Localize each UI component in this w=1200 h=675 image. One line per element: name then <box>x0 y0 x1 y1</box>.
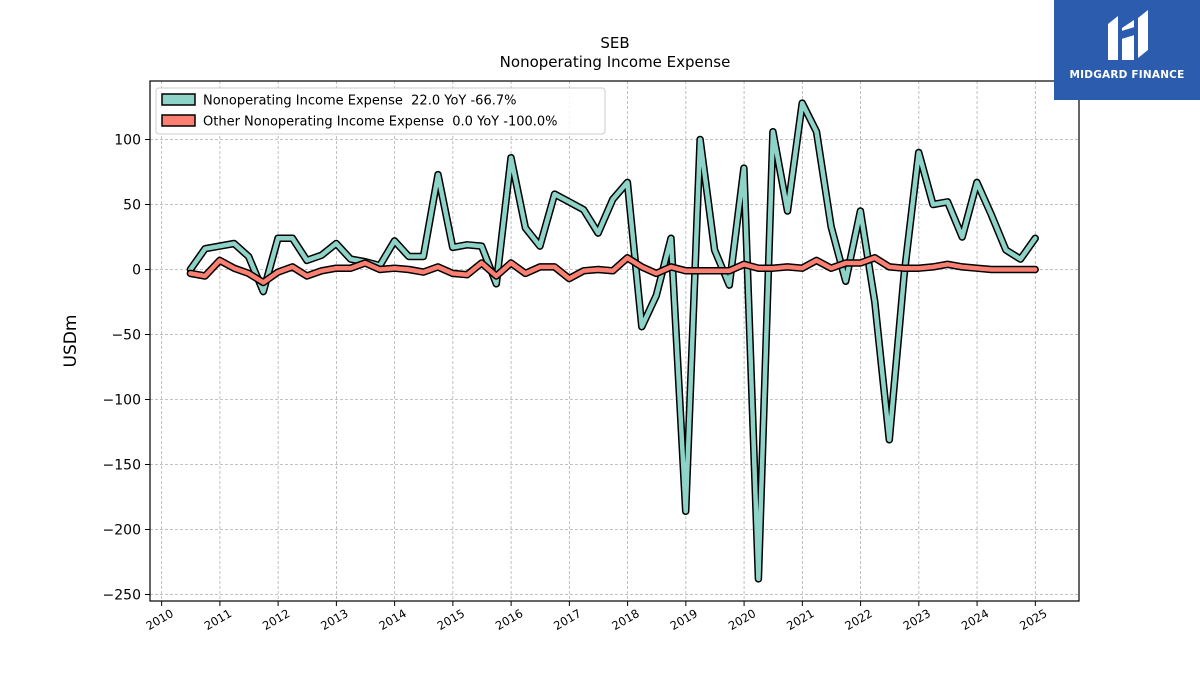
y-tick-label: 0 <box>132 263 141 279</box>
x-tick-label: 2022 <box>842 606 874 633</box>
other-nonoperating-income-expense-line <box>188 255 1038 285</box>
y-tick-label: −150 <box>103 458 141 474</box>
legend-swatch-other <box>161 114 196 127</box>
x-tick-label: 2012 <box>260 606 292 633</box>
grid <box>150 81 1079 601</box>
x-tick-label: 2013 <box>318 606 350 633</box>
legend-swatch-nonoperating <box>161 93 196 106</box>
x-tick-label: 2011 <box>202 606 234 633</box>
x-tick-label: 2024 <box>959 606 991 633</box>
x-tick-label: 2023 <box>901 606 933 633</box>
x-tick-label: 2020 <box>726 606 758 633</box>
y-tick-label: −200 <box>103 523 141 539</box>
x-tick-label: 2025 <box>1017 606 1049 633</box>
legend-label-nonoperating: Nonoperating Income Expense 22.0 YoY -66… <box>203 94 516 109</box>
chart-subtitle: Nonoperating Income Expense <box>500 53 731 71</box>
midgard-logo-icon <box>1108 10 1148 60</box>
legend-label-other: Other Nonoperating Income Expense 0.0 Yo… <box>203 115 558 130</box>
y-tick-label: −100 <box>103 393 141 409</box>
y-tick-label: −250 <box>103 588 141 604</box>
brand-logo: MIDGARD FINANCE <box>1054 0 1200 100</box>
x-tick-label: 2021 <box>784 606 816 633</box>
plot-frame <box>149 80 1080 602</box>
brand-name: MIDGARD FINANCE <box>1069 69 1185 81</box>
x-tick-label: 2019 <box>668 606 700 633</box>
nonoperating-income-expense-line-outline <box>186 99 1039 583</box>
x-tick-label: 2016 <box>493 606 525 633</box>
legend: Nonoperating Income Expense 22.0 YoY -66… <box>155 87 606 135</box>
x-tick-label: 2015 <box>435 606 467 633</box>
x-tick-label: 2018 <box>609 606 641 633</box>
chart-title: SEB <box>600 34 629 52</box>
y-tick-label: 50 <box>123 198 141 214</box>
x-tick-label: 2017 <box>551 606 583 633</box>
y-axis-label: USDm <box>61 315 81 368</box>
x-tick-label: 2014 <box>376 606 408 633</box>
y-tick-label: −50 <box>111 328 141 344</box>
x-tick-label: 2010 <box>143 606 175 633</box>
series-layer <box>186 99 1039 583</box>
legend-box <box>155 87 606 135</box>
y-tick-label: 100 <box>114 133 141 149</box>
nonoperating-income-expense-line <box>188 100 1038 582</box>
